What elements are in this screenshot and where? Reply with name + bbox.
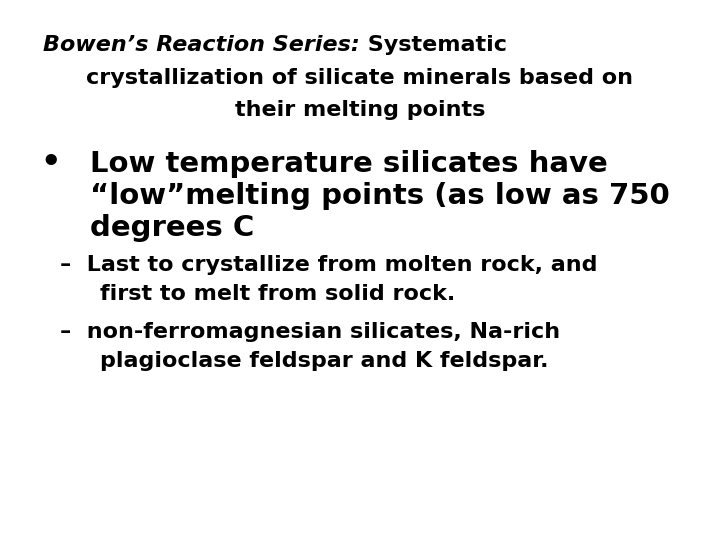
Text: crystallization of silicate minerals based on: crystallization of silicate minerals bas… — [86, 68, 634, 88]
Text: degrees C: degrees C — [90, 214, 254, 242]
Text: Bowen’s Reaction Series:: Bowen’s Reaction Series: — [43, 35, 360, 55]
Text: –  Last to crystallize from molten rock, and: – Last to crystallize from molten rock, … — [60, 255, 598, 275]
Text: Systematic: Systematic — [360, 35, 507, 55]
Text: “low”melting points (as low as 750: “low”melting points (as low as 750 — [90, 182, 670, 210]
Text: plagioclase feldspar and K feldspar.: plagioclase feldspar and K feldspar. — [100, 351, 549, 371]
Text: –  non-ferromagnesian silicates, Na-rich: – non-ferromagnesian silicates, Na-rich — [60, 322, 560, 342]
Text: first to melt from solid rock.: first to melt from solid rock. — [100, 284, 455, 304]
Text: Low temperature silicates have: Low temperature silicates have — [90, 150, 608, 178]
Text: their melting points: their melting points — [235, 100, 485, 120]
Text: •: • — [40, 148, 60, 179]
